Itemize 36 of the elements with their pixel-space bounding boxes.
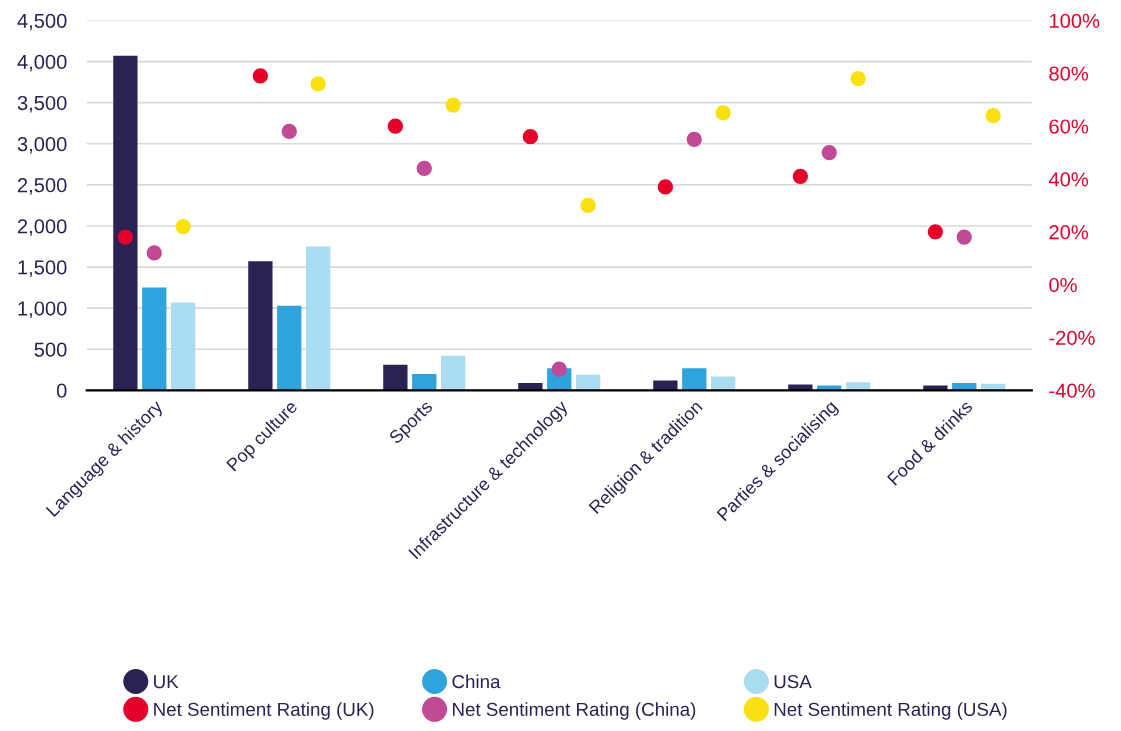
y-tick-label: 1,500 xyxy=(18,260,67,277)
bar xyxy=(682,368,707,391)
y-tick-label: 3,500 xyxy=(17,95,67,113)
bar xyxy=(711,376,736,391)
y2-tick-label: -40% xyxy=(1049,383,1095,398)
legend-label: Net Sentiment Rating (USA) xyxy=(774,702,1007,720)
y2-tick-label: 80% xyxy=(1049,66,1089,81)
y2-tick-label: 100% xyxy=(1049,13,1100,28)
y2-tick-label: -20% xyxy=(1049,330,1095,346)
y2-tick-label: 60% xyxy=(1049,119,1089,134)
y2-tick-label: 0% xyxy=(1049,277,1077,293)
bar xyxy=(142,287,167,391)
legend-label: Net Sentiment Rating (UK) xyxy=(154,702,374,720)
y-tick-label: 2,000 xyxy=(17,219,67,236)
legend-label: China xyxy=(452,674,501,689)
legend-label: UK xyxy=(154,675,179,689)
y-tick-label: 3,000 xyxy=(17,137,67,154)
y-tick-label: 0 xyxy=(56,383,67,398)
y-tick-label: 4,000 xyxy=(17,54,67,72)
legend-label: USA xyxy=(774,674,812,689)
y-tick-label: 2,500 xyxy=(17,178,67,195)
bar xyxy=(113,55,138,391)
y-tick-label: 1,000 xyxy=(18,301,67,319)
bar xyxy=(248,261,273,391)
bar xyxy=(653,380,678,391)
y-tick-label: 500 xyxy=(34,342,67,357)
y2-tick-label: 40% xyxy=(1048,172,1089,187)
bar xyxy=(412,373,437,391)
bar xyxy=(171,302,196,391)
y-tick-label: 4,500 xyxy=(17,13,67,31)
bar xyxy=(277,305,302,391)
bar xyxy=(306,246,331,391)
bar xyxy=(441,355,466,391)
legend-label: Net Sentiment Rating (China) xyxy=(453,702,696,720)
bar xyxy=(383,364,408,391)
y2-tick-label: 20% xyxy=(1049,225,1089,240)
